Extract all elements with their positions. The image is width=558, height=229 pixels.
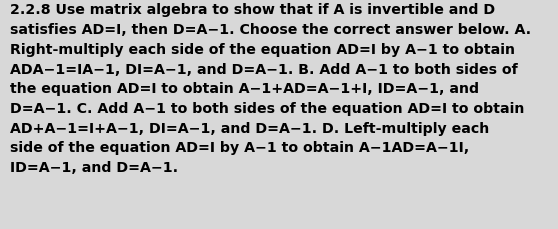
Text: 2.2.8 Use matrix algebra to show that if A is invertible and D
satisfies AD=I, t: 2.2.8 Use matrix algebra to show that if…	[10, 3, 531, 174]
